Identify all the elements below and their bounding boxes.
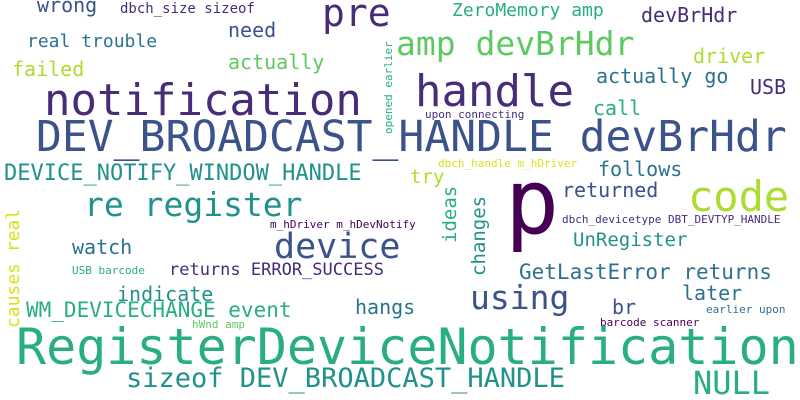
word-usb-barcode: USB barcode: [72, 264, 145, 277]
word-amp-devbrhdr: amp devBrHdr: [396, 24, 635, 63]
word-device: device: [274, 227, 401, 267]
word-using: using: [470, 278, 570, 317]
word-watch: watch: [72, 235, 133, 259]
word-upon-connecting: upon connecting: [425, 108, 525, 121]
word-sizeof-dev-broadcast-handle: sizeof DEV_BROADCAST_HANDLE: [126, 363, 565, 394]
word-dbch-size-sizeof: dbch_size sizeof: [120, 1, 255, 17]
word-follows: follows: [598, 157, 683, 181]
word-failed: failed: [12, 57, 85, 81]
word-usb: USB: [750, 75, 787, 99]
word-getlasterror-returns: GetLastError returns: [519, 260, 772, 284]
word-call: call: [593, 96, 642, 120]
word-need: need: [228, 18, 277, 42]
word-null: NULL: [693, 364, 771, 400]
word-returns-error-success: returns ERROR_SUCCESS: [169, 260, 384, 280]
word-m-hdriver-m-hdevnotify: m_hDriver m_hDevNotify: [270, 218, 416, 231]
word-pre: pre: [322, 0, 391, 35]
word-dbch-devicetype-dbt-devtyp-handle: dbch_devicetype DBT_DEVTYP_HANDLE: [562, 213, 781, 226]
word-wrong: wrong: [37, 0, 98, 17]
word-causes-real: causes real: [3, 208, 24, 328]
word-unregister: UnRegister: [573, 229, 688, 251]
word-opened-earlier: opened earlier: [382, 41, 395, 134]
word-device-notify-window-handle: DEVICE_NOTIFY_WINDOW_HANDLE: [4, 161, 362, 186]
word-code: code: [688, 172, 790, 221]
word-barcode-scanner: barcode scanner: [600, 316, 700, 329]
word-real-trouble: real trouble: [27, 31, 158, 52]
word-wm-devicechange-event: WM_DEVICECHANGE event: [26, 298, 292, 322]
word-later: later: [682, 281, 743, 305]
word-devbrhdr: devBrHdr: [641, 3, 738, 27]
word-indicate: indicate: [117, 282, 214, 306]
word-ideas: ideas: [439, 185, 461, 243]
word-hwnd-amp: hWnd amp: [192, 318, 245, 331]
word-actually: actually: [228, 50, 325, 74]
word-dev-broadcast-handle-devbrhdr: DEV_BROADCAST_HANDLE devBrHdr: [36, 112, 787, 162]
word-hangs: hangs: [355, 295, 416, 319]
word-dbch-handle-m-hdriver: dbch_handle m_hDriver: [438, 157, 578, 170]
word-driver: driver: [693, 44, 766, 68]
word-registerdevicenotification: RegisterDeviceNotification: [16, 318, 799, 376]
word-changes: changes: [468, 195, 490, 276]
word-actually-go: actually go: [596, 64, 729, 88]
word-re-register: re register: [84, 185, 303, 224]
word-try: try: [410, 166, 445, 188]
word-returned: returned: [562, 178, 659, 202]
word-zeromemory-amp: ZeroMemory amp: [452, 0, 604, 21]
word-br: br: [612, 295, 637, 319]
word-notification: notification: [44, 75, 362, 126]
word-earlier-upon: earlier upon: [706, 303, 786, 316]
word-handle: handle: [415, 66, 574, 117]
word-p: p: [505, 150, 560, 255]
